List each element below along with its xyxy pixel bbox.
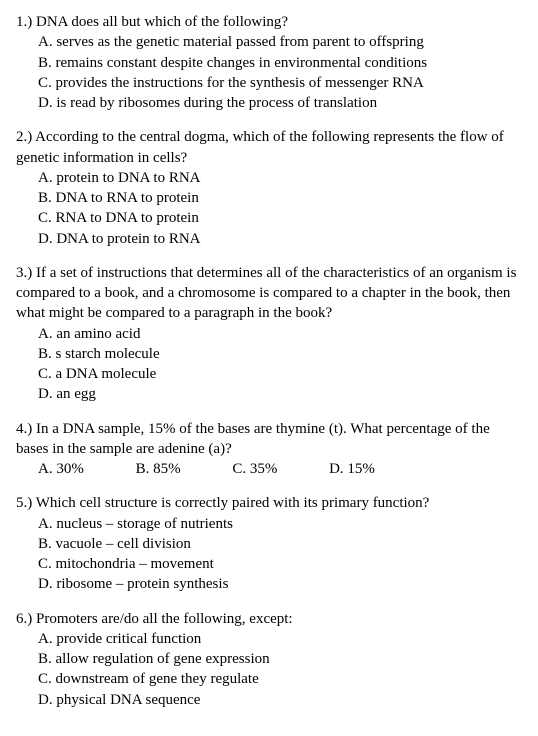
option-a: A. an amino acid — [38, 324, 522, 344]
question-stem: 2.) According to the central dogma, whic… — [16, 127, 522, 168]
option-c: C. mitochondria – movement — [38, 554, 522, 574]
question-options: A. an amino acid B. s starch molecule C.… — [16, 324, 522, 405]
question-2: 2.) According to the central dogma, whic… — [16, 127, 522, 249]
option-b: B. DNA to RNA to protein — [38, 188, 522, 208]
question-options: A. protein to DNA to RNA B. DNA to RNA t… — [16, 168, 522, 249]
question-stem: 1.) DNA does all but which of the follow… — [16, 12, 522, 32]
option-d: D. DNA to protein to RNA — [38, 229, 522, 249]
option-b: B. allow regulation of gene expression — [38, 649, 522, 669]
question-1: 1.) DNA does all but which of the follow… — [16, 12, 522, 113]
option-b: B. vacuole – cell division — [38, 534, 522, 554]
question-5: 5.) Which cell structure is correctly pa… — [16, 493, 522, 594]
option-b: B. remains constant despite changes in e… — [38, 53, 522, 73]
option-c: C. RNA to DNA to protein — [38, 208, 522, 228]
question-options: A. 30% B. 85% C. 35% D. 15% — [16, 459, 522, 479]
question-6: 6.) Promoters are/do all the following, … — [16, 609, 522, 710]
option-c: C. a DNA molecule — [38, 364, 522, 384]
question-stem: 6.) Promoters are/do all the following, … — [16, 609, 522, 629]
option-c: C. downstream of gene they regulate — [38, 669, 522, 689]
question-options: A. provide critical function B. allow re… — [16, 629, 522, 710]
option-a: A. protein to DNA to RNA — [38, 168, 522, 188]
question-options: A. serves as the genetic material passed… — [16, 32, 522, 113]
question-3: 3.) If a set of instructions that determ… — [16, 263, 522, 405]
option-d: D. 15% — [329, 459, 375, 479]
question-4: 4.) In a DNA sample, 15% of the bases ar… — [16, 419, 522, 480]
option-a: A. serves as the genetic material passed… — [38, 32, 522, 52]
option-d: D. an egg — [38, 384, 522, 404]
option-b: B. s starch molecule — [38, 344, 522, 364]
option-c: C. provides the instructions for the syn… — [38, 73, 522, 93]
option-d: D. ribosome – protein synthesis — [38, 574, 522, 594]
option-a: A. nucleus – storage of nutrients — [38, 514, 522, 534]
option-c: C. 35% — [232, 459, 277, 479]
question-stem: 4.) In a DNA sample, 15% of the bases ar… — [16, 419, 522, 460]
question-options: A. nucleus – storage of nutrients B. vac… — [16, 514, 522, 595]
option-b: B. 85% — [136, 459, 181, 479]
question-stem: 5.) Which cell structure is correctly pa… — [16, 493, 522, 513]
option-a: A. 30% — [38, 459, 84, 479]
option-a: A. provide critical function — [38, 629, 522, 649]
option-d: D. is read by ribosomes during the proce… — [38, 93, 522, 113]
question-stem: 3.) If a set of instructions that determ… — [16, 263, 522, 324]
